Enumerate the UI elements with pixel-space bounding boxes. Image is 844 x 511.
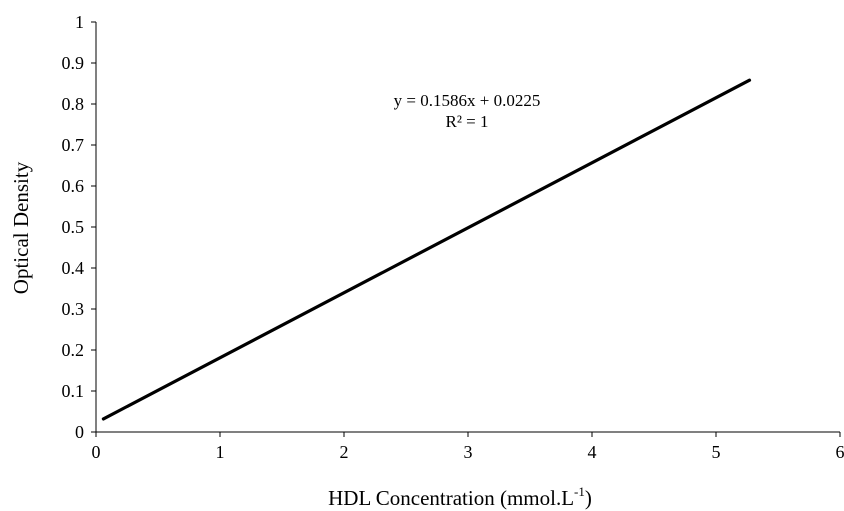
y-tick-label: 0.2 xyxy=(62,340,85,360)
series-line xyxy=(101,78,752,421)
y-axis-label: Optical Density xyxy=(9,161,33,294)
x-axis-label-suffix: ) xyxy=(585,486,592,510)
x-axis-label-main: HDL Concentration (mmol.L xyxy=(328,486,574,510)
x-tick-label: 4 xyxy=(588,442,597,462)
x-tick-label: 2 xyxy=(340,442,349,462)
x-tick-label: 3 xyxy=(464,442,473,462)
y-tick-label: 0.9 xyxy=(62,53,85,73)
trendline-equation: y = 0.1586x + 0.0225 xyxy=(394,91,541,110)
trendline-r-squared: R² = 1 xyxy=(445,112,488,131)
x-tick-label: 6 xyxy=(836,442,844,462)
y-tick-label: 0.8 xyxy=(62,94,85,114)
x-tick-label: 1 xyxy=(216,442,225,462)
y-tick-label: 0.3 xyxy=(62,299,85,319)
y-axis-ticks: 0 0.1 0.2 0.3 0.4 0.5 0.6 0.7 0.8 0.9 1 xyxy=(62,12,96,442)
x-axis-label: HDL Concentration (mmol.L-1) xyxy=(328,484,592,510)
x-tick-label: 5 xyxy=(712,442,721,462)
x-axis-label-superscript: -1 xyxy=(574,484,585,499)
y-tick-label: 0.1 xyxy=(62,381,85,401)
y-tick-label: 0.4 xyxy=(62,258,85,278)
y-tick-label: 1 xyxy=(75,12,84,32)
x-axis-ticks: 0 1 2 3 4 5 6 xyxy=(92,432,844,462)
y-tick-label: 0.6 xyxy=(62,176,85,196)
x-tick-label: 0 xyxy=(92,442,101,462)
y-tick-label: 0.7 xyxy=(62,135,85,155)
y-tick-label: 0.5 xyxy=(62,217,85,237)
y-tick-label: 0 xyxy=(75,422,84,442)
series-group xyxy=(101,78,752,421)
